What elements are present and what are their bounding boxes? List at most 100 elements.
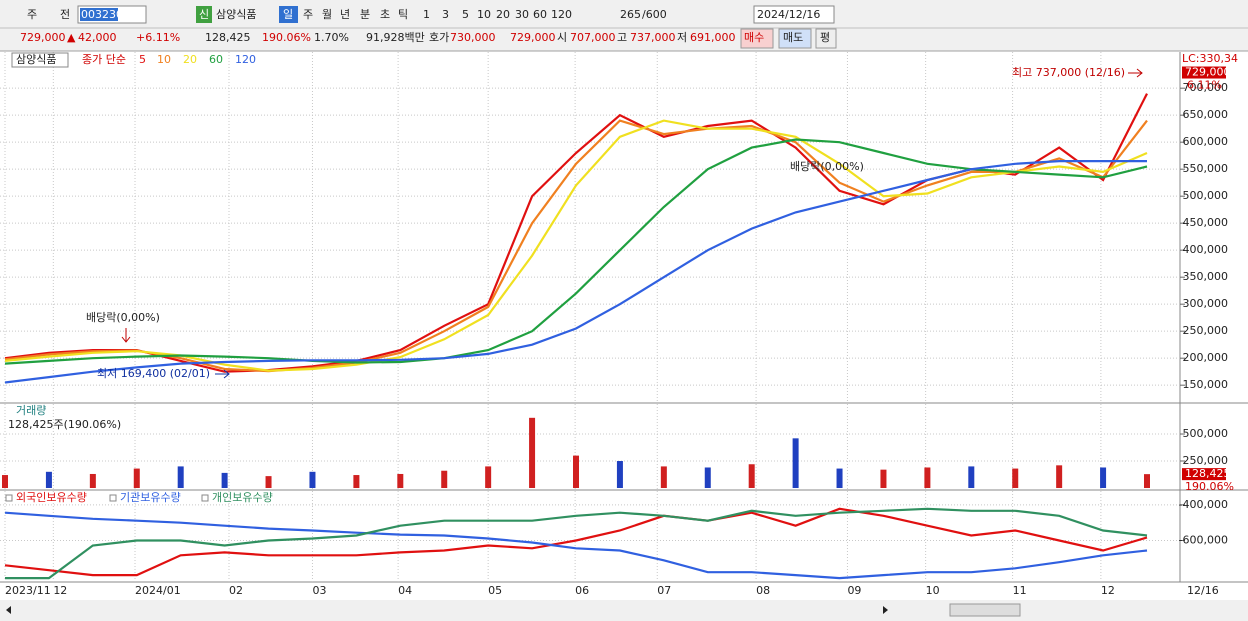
top-label: LC:330,34: [1182, 52, 1238, 65]
series-line: [4, 119, 1148, 372]
toolbar-item: 전: [60, 8, 70, 21]
series-line: [4, 160, 1147, 384]
date-input[interactable]: [753, 5, 835, 24]
legend-entry: 20: [183, 53, 197, 66]
scrollbar[interactable]: [0, 600, 1248, 621]
y-tick-label: 250,000: [1183, 324, 1229, 337]
toolbar-item: 저: [677, 31, 687, 44]
legend-swatch: [201, 494, 209, 502]
x-tick-label: 06: [575, 584, 589, 597]
volume-bar: [968, 466, 975, 489]
volume-bar: [529, 417, 536, 489]
arrow: [1128, 68, 1143, 78]
x-tick-label: 12: [53, 584, 67, 597]
series-line: [4, 138, 1148, 365]
series-line: [5, 507, 1148, 580]
legend-entry: 60: [209, 53, 223, 66]
y-tick-label: 500,000: [1183, 189, 1229, 202]
buy-button[interactable]: [740, 28, 774, 49]
volume-bar: [1012, 468, 1019, 489]
volume-bar: [485, 466, 492, 489]
volume-bar: [2, 475, 8, 489]
series-line: [4, 507, 1148, 577]
current-price: 729,000: [1185, 66, 1231, 79]
x-tick-label: 10: [926, 584, 940, 597]
x-tick-label: 12/16: [1187, 584, 1219, 597]
volume-bar: [441, 470, 448, 489]
value-box: [1182, 468, 1226, 481]
toolbar-item: 20: [496, 8, 510, 21]
toolbar-item: 729,000: [510, 31, 556, 44]
legend-entry: 120: [235, 53, 256, 66]
toolbar-item: +6.11%: [136, 31, 180, 44]
y-tick-label: 600,000: [1183, 135, 1229, 148]
legend-entry: 개인보유수량: [212, 491, 273, 504]
toolbar-item: 691,000: [690, 31, 736, 44]
y-tick-label: 350,000: [1183, 270, 1229, 283]
y-tick-label: 150,000: [1183, 378, 1229, 391]
volume-bar: [792, 438, 799, 489]
series-line: [4, 511, 1148, 580]
y-tick-label: 400,000: [1183, 243, 1229, 256]
toolbar-item: 시: [557, 31, 567, 44]
toolbar-item: 3: [442, 8, 449, 21]
x-tick-label: 08: [756, 584, 770, 597]
x-tick-label: 03: [312, 584, 326, 597]
volume-bar: [45, 471, 52, 489]
current-volume: 128,425: [1185, 467, 1231, 480]
annotation: 최고 737,000 (12/16): [1012, 66, 1125, 79]
new-badge: [196, 6, 212, 23]
toolbar-item: 주: [303, 8, 313, 21]
x-tick-label: 12: [1101, 584, 1115, 597]
toolbar-item: ▲: [67, 31, 76, 44]
toolbar-item: 호가: [429, 31, 449, 44]
x-tick-label: 04: [398, 584, 412, 597]
legend-swatch: [109, 494, 117, 502]
change: 6.11%: [1187, 79, 1222, 92]
toolbar-item: 737,000: [630, 31, 676, 44]
x-tick-label: 02: [229, 584, 243, 597]
toolbar-item: /600: [642, 8, 667, 21]
volume-bar: [836, 468, 843, 489]
scroll-arrow[interactable]: [883, 606, 888, 614]
toolbar-item: 삼양식품: [216, 8, 256, 21]
avg-button[interactable]: [815, 28, 837, 49]
day-button[interactable]: [279, 6, 298, 23]
volume-bar: [616, 461, 623, 489]
y-tick-label: 500,000: [1183, 427, 1229, 440]
pane-title: 거래량: [16, 404, 46, 417]
volume-bar: [880, 469, 887, 489]
toolbar-item: 91,928백만: [366, 31, 425, 44]
toolbar-item: 초: [380, 8, 390, 21]
annotation: 최저 169,400 (02/01): [97, 367, 210, 380]
toolbar-item: 60: [533, 8, 547, 21]
toolbar-item: 매수: [744, 31, 764, 44]
toolbar-item: 265: [620, 8, 641, 21]
x-tick-label: 2023/11: [5, 584, 51, 597]
toolbar-item: 10: [477, 8, 491, 21]
price-box: [1182, 66, 1226, 79]
volume-bar: [177, 466, 184, 489]
toolbar-item: 분: [360, 8, 370, 21]
legend-entry: 5: [139, 53, 146, 66]
x-tick-label: 05: [488, 584, 502, 597]
toolbar-item: 고: [617, 31, 627, 44]
toolbar-item: 120: [551, 8, 572, 21]
scroll-arrow[interactable]: [6, 606, 11, 614]
sell-button[interactable]: [778, 28, 812, 49]
annotation: 배당락(0,00%): [86, 311, 160, 324]
y-tick-label: 200,000: [1183, 351, 1229, 364]
toolbar-item: 일: [283, 7, 293, 21]
y-tick-label: 550,000: [1183, 162, 1229, 175]
volume-bar: [1100, 467, 1107, 489]
arrow: [121, 328, 131, 343]
x-tick-label: 07: [657, 584, 671, 597]
volume-bar: [397, 473, 404, 489]
title-box: [11, 52, 69, 68]
legend-entry: 기관보유수량: [120, 491, 181, 504]
toolbar-item: 30: [515, 8, 529, 21]
scroll-thumb[interactable]: [949, 603, 1021, 617]
volume-bar: [353, 475, 360, 489]
pane-subtitle: 128,425주(190.06%): [8, 418, 121, 431]
